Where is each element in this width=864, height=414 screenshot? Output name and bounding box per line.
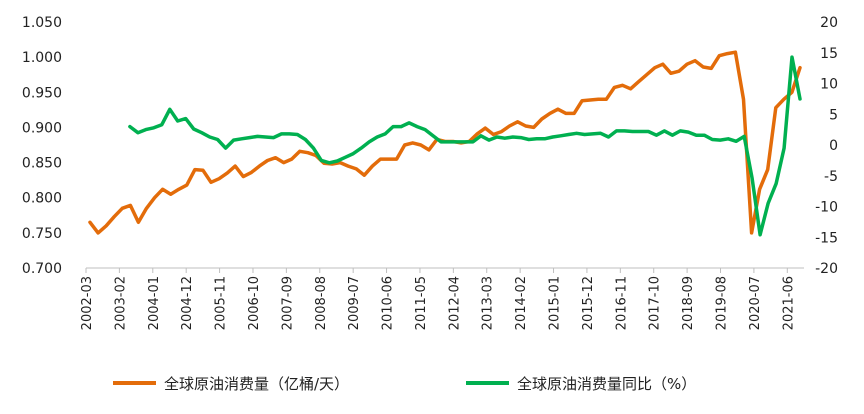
legend-label-yoy: 全球原油消费量同比（%） bbox=[517, 375, 696, 393]
y-right-tick-label: 15 bbox=[820, 46, 838, 62]
x-tick-label: 2020-07 bbox=[748, 276, 763, 330]
y-left-tick-label: 0.900 bbox=[22, 120, 62, 136]
x-tick-label: 2007-09 bbox=[280, 276, 295, 330]
x-tick-label: 2004-01 bbox=[147, 276, 162, 330]
x-tick-label: 2006-10 bbox=[247, 276, 262, 330]
y-left-tick-label: 0.850 bbox=[22, 156, 62, 172]
y-right-tick-label: 10 bbox=[820, 77, 838, 93]
y-left-tick-label: 0.750 bbox=[22, 226, 62, 242]
x-tick-label: 2019-08 bbox=[715, 276, 730, 330]
y-left-tick-label: 1.000 bbox=[22, 50, 62, 66]
x-tick-label: 2002-03 bbox=[80, 276, 95, 330]
y-left-tick-label: 0.800 bbox=[22, 191, 62, 207]
y-right-tick-label: 0 bbox=[829, 138, 838, 154]
x-tick-label: 2013-03 bbox=[481, 276, 496, 330]
x-tick-label: 2018-09 bbox=[681, 276, 696, 330]
y-right-tick-label: -20 bbox=[815, 261, 838, 277]
x-tick-label: 2010-06 bbox=[381, 276, 396, 330]
x-tick-label: 2011-05 bbox=[414, 276, 429, 330]
y-left-tick-label: 1.050 bbox=[22, 15, 62, 31]
x-tick-label: 2015-01 bbox=[548, 276, 563, 330]
axes: 0.700 0.750 0.800 0.850 0.900 0.950 1.000 1.050… bbox=[22, 15, 838, 330]
y-right-tick-label: -10 bbox=[815, 200, 838, 216]
y-right-tick-label: 5 bbox=[829, 107, 838, 123]
y-right-tick-label: 20 bbox=[820, 15, 838, 31]
x-tick-label: 2009-07 bbox=[347, 276, 362, 330]
legend: 全球原油消费量（亿桶/天） 全球原油消费量同比（%） bbox=[113, 375, 696, 393]
series-layer bbox=[88, 50, 802, 237]
x-tick-label: 2004-12 bbox=[180, 276, 195, 330]
x-tick-label: 2017-10 bbox=[648, 276, 663, 330]
x-tick-label: 2008-08 bbox=[314, 276, 329, 330]
x-tick-label: 2015-12 bbox=[581, 276, 596, 330]
legend-label-consumption: 全球原油消费量（亿桶/天） bbox=[164, 375, 349, 393]
x-tick-label: 2021-06 bbox=[781, 276, 796, 330]
y-right-tick-label: -15 bbox=[815, 230, 838, 246]
series-line-1 bbox=[128, 55, 802, 237]
x-tick-label: 2003-02 bbox=[113, 276, 128, 330]
x-tick-label: 2016-11 bbox=[614, 276, 629, 330]
x-tick-label: 2005-11 bbox=[214, 276, 229, 330]
y-left-tick-label: 0.950 bbox=[22, 85, 62, 101]
y-right-tick-label: -5 bbox=[824, 169, 838, 185]
y-left-tick-label: 0.700 bbox=[22, 261, 62, 277]
x-tick-label: 2014-02 bbox=[514, 276, 529, 330]
x-tick-label: 2012-04 bbox=[447, 276, 462, 330]
